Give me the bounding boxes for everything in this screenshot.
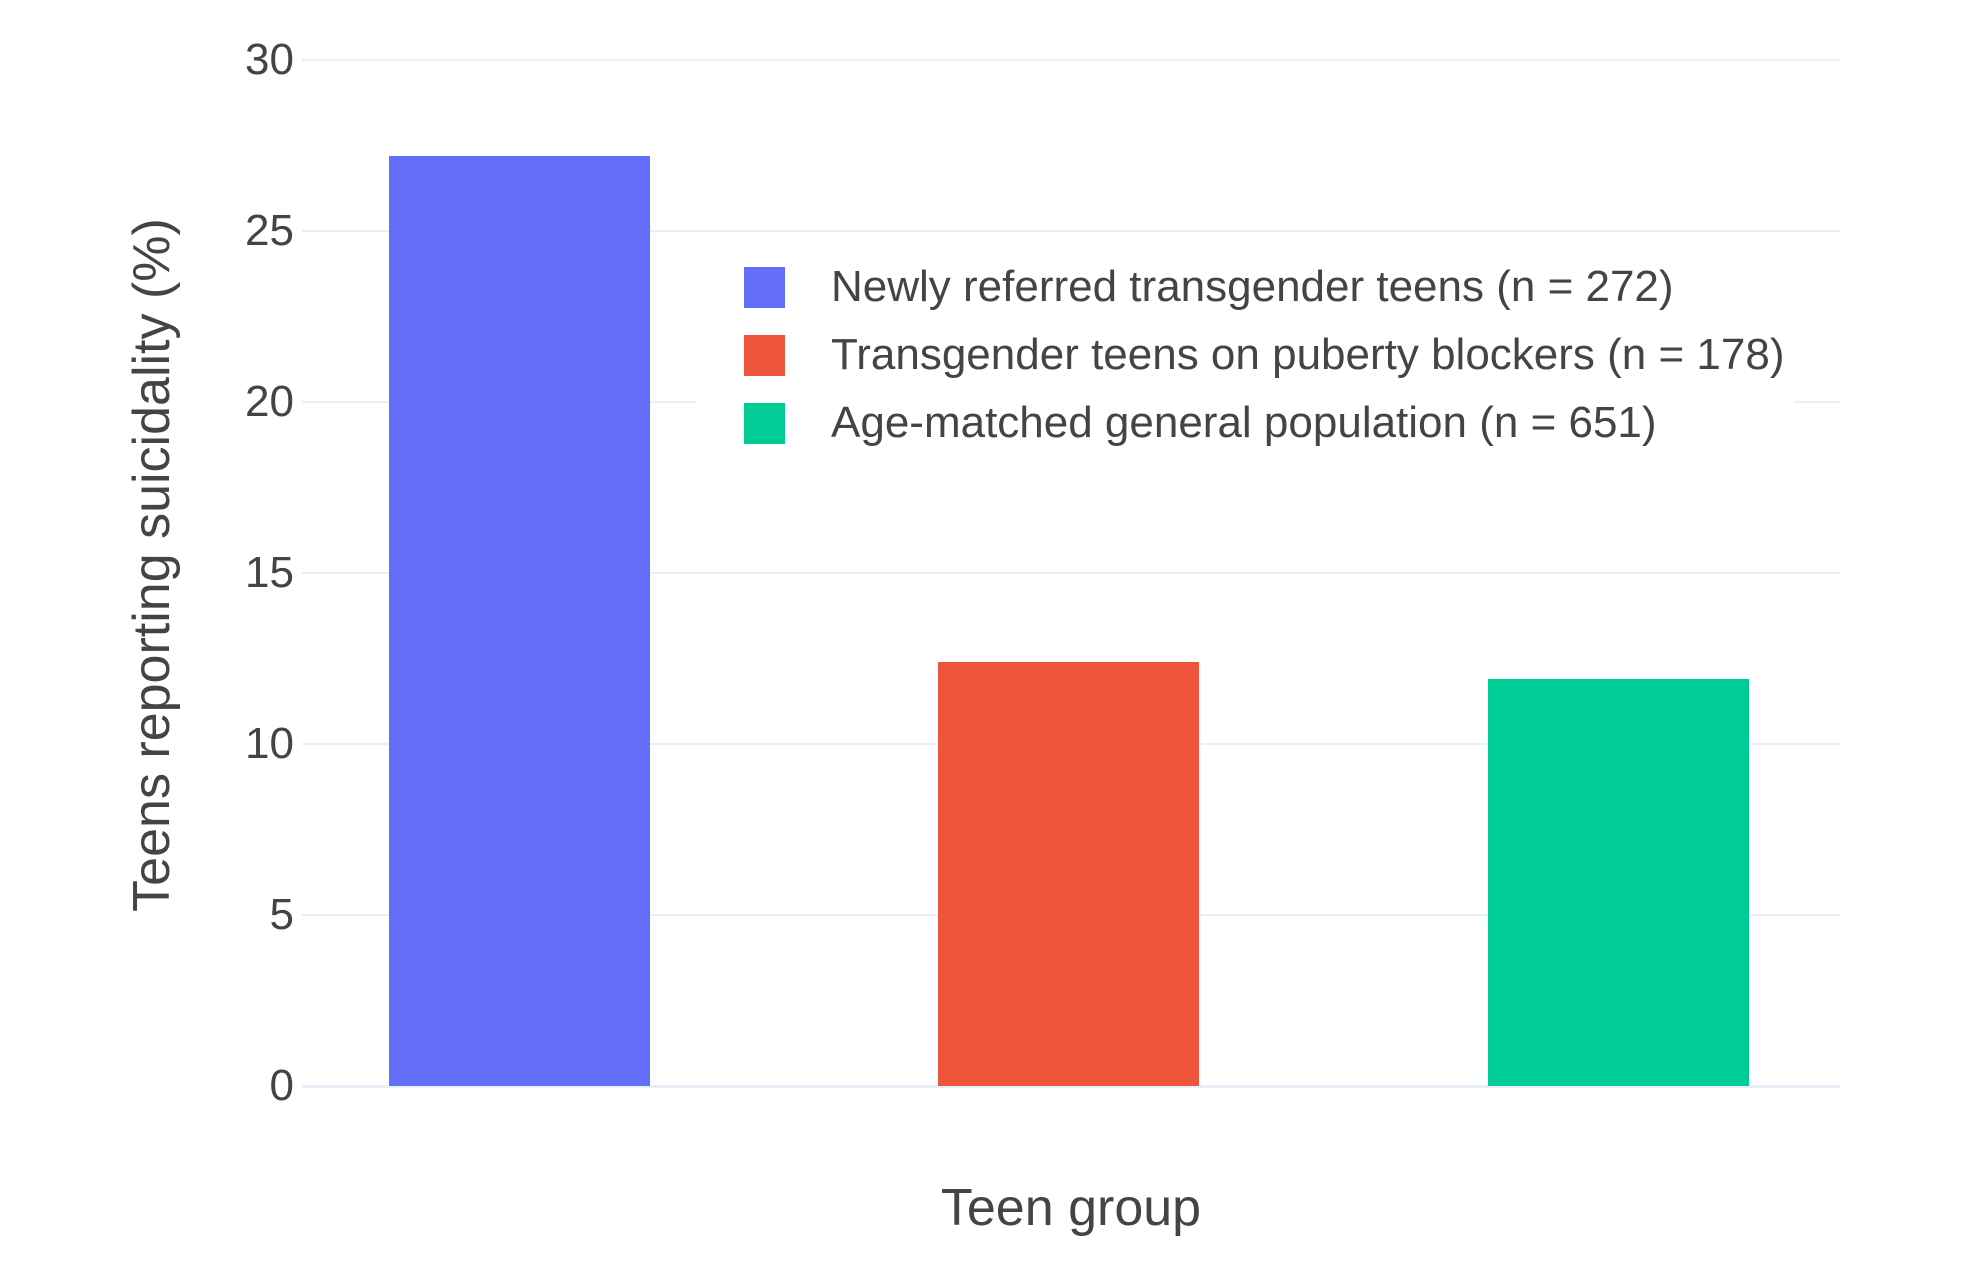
x-axis-title: Teen group — [940, 1179, 1202, 1237]
y-tick-label: 20 — [245, 377, 294, 426]
gridline-y-30 — [302, 59, 1840, 61]
gridline-y-15 — [302, 572, 1840, 574]
gridline-y-0 — [302, 1085, 1840, 1088]
legend-swatch-icon — [744, 266, 785, 308]
y-tick-label: 30 — [245, 35, 294, 84]
y-tick-label: 5 — [269, 890, 294, 939]
legend-label: Newly referred transgender teens (n = 27… — [831, 262, 1674, 311]
legend-label: Age-matched general population (n = 651) — [831, 398, 1657, 447]
plot-area: Newly referred transgender teens (n = 27… — [302, 59, 1840, 1088]
bar-series-2 — [1488, 679, 1750, 1086]
y-tick-label: 10 — [245, 719, 294, 768]
gridline-y-25 — [302, 230, 1840, 232]
legend-item-0[interactable]: Newly referred transgender teens (n = 27… — [744, 265, 1794, 309]
bar-series-1 — [937, 661, 1199, 1086]
legend-item-1[interactable]: Transgender teens on puberty blockers (n… — [744, 333, 1794, 377]
legend: Newly referred transgender teens (n = 27… — [696, 243, 1794, 467]
y-tick-label: 25 — [245, 206, 294, 255]
legend-swatch-icon — [744, 402, 785, 444]
bar-series-0 — [388, 155, 650, 1086]
legend-label: Transgender teens on puberty blockers (n… — [831, 330, 1785, 379]
legend-item-2[interactable]: Age-matched general population (n = 651) — [744, 401, 1794, 445]
legend-swatch-icon — [744, 334, 785, 376]
y-tick-label: 0 — [269, 1061, 294, 1110]
y-tick-label: 15 — [245, 548, 294, 597]
